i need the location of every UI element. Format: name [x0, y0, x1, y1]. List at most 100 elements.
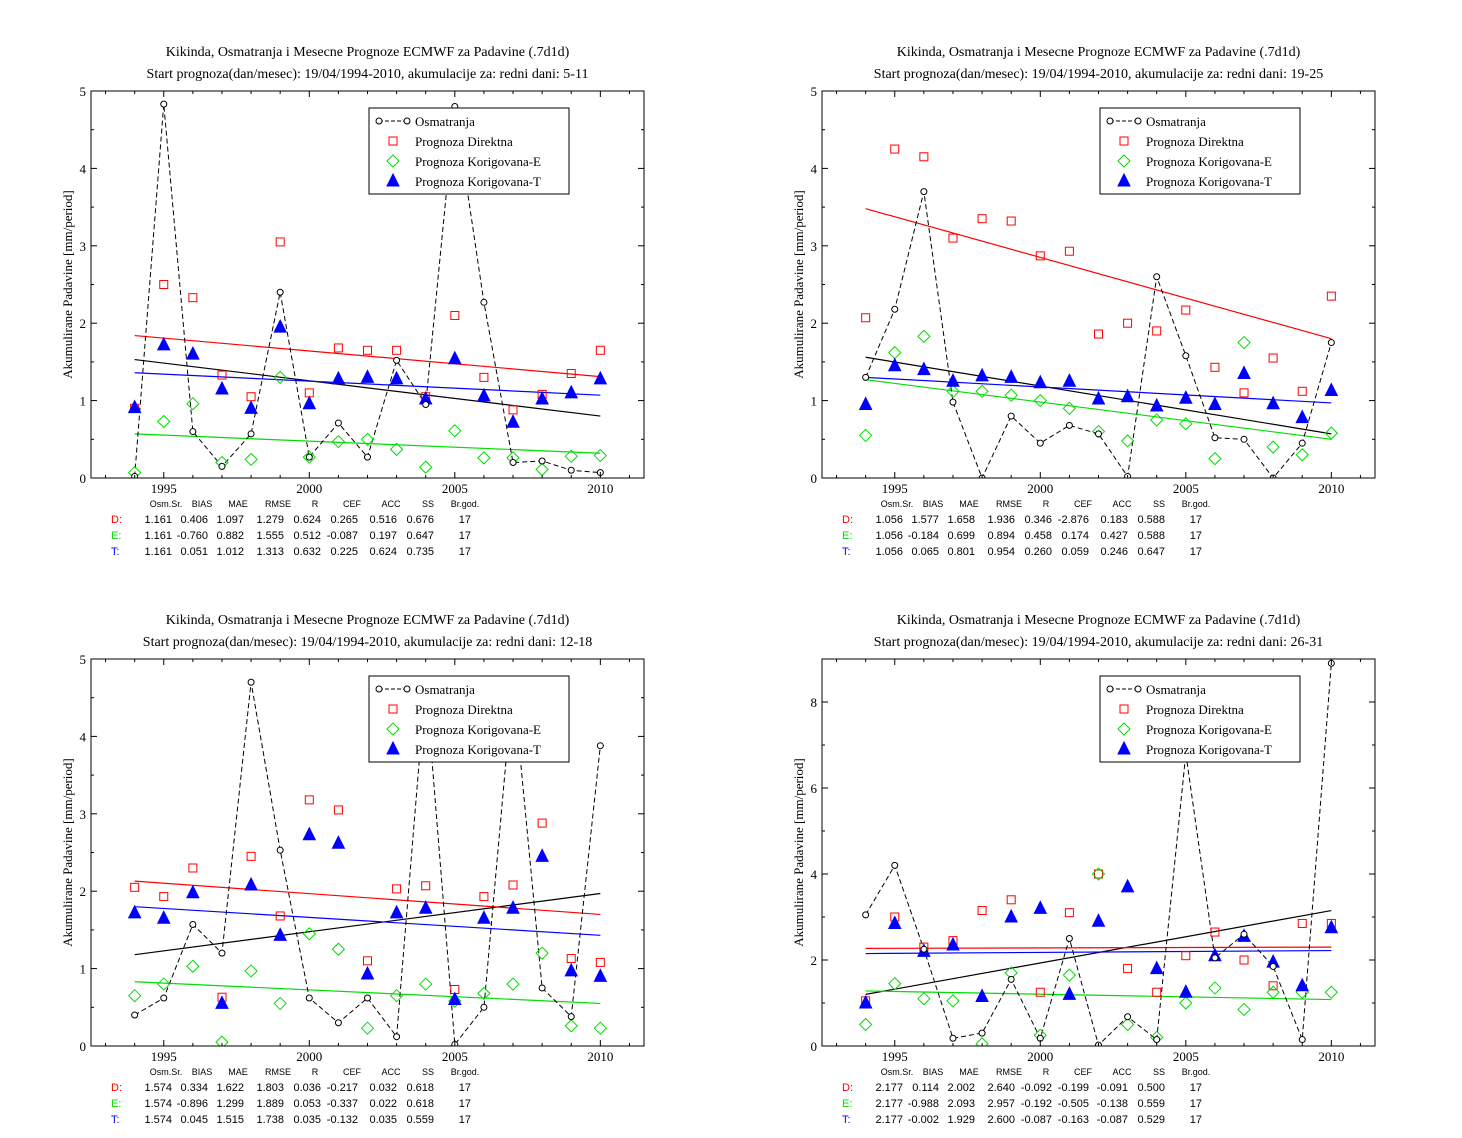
point-3-2000 [1033, 900, 1048, 914]
stats-value-1-0: 1.056 [875, 530, 903, 542]
point-3-1998 [244, 876, 258, 891]
point-2-2002 [360, 432, 375, 447]
legend-marker-1 [388, 704, 398, 714]
y-axis-label: Akumulirane Padavine [mm/period] [60, 758, 75, 946]
point-2-2007 [1237, 335, 1251, 350]
y-tick-label: 5 [80, 84, 87, 99]
point-0-2008 [538, 984, 546, 992]
point-2-2003 [1120, 1017, 1135, 1032]
point-1-2000 [1035, 987, 1045, 997]
point-2-1995 [888, 345, 902, 360]
stats-value-2-7: 0.735 [406, 546, 434, 558]
stats-value-1-4: -0.192 [1021, 1098, 1052, 1110]
stats-value-0-1: 0.114 [912, 1082, 939, 1094]
point-0-2003 [393, 356, 401, 364]
point-3-1999 [273, 927, 287, 941]
legend-label-3: Prognoza Korigovana-T [415, 742, 541, 757]
x-tick-label: 2010 [587, 1049, 613, 1064]
point-3-2004 [418, 900, 433, 914]
stats-row-label-1: E: [842, 530, 852, 542]
stats-value-0-0: 2.177 [875, 1082, 903, 1094]
stats-value-1-0: 1.161 [144, 530, 172, 542]
point-2-2006 [1208, 981, 1222, 995]
point-2-1995 [888, 976, 902, 991]
stats-value-0-8: 17 [459, 1082, 471, 1094]
point-0-1997 [949, 398, 957, 406]
point-2-2010 [593, 1021, 608, 1035]
point-2-1996 [917, 991, 931, 1006]
trend-line-3 [865, 376, 1332, 404]
point-1-2001 [1064, 246, 1074, 256]
point-0-2009 [1298, 1036, 1306, 1044]
plot-area [127, 678, 608, 1046]
point-0-1994 [862, 911, 870, 919]
point-2-2006 [477, 451, 491, 465]
stats-header-4: R [312, 499, 319, 509]
point-0-2001 [334, 1019, 342, 1027]
point-3-2000 [302, 826, 317, 841]
point-0-1999 [276, 288, 284, 296]
chart-title: Kikinda, Osmatranja i Mesecne Prognoze E… [897, 45, 1301, 60]
point-3-1996 [186, 346, 200, 360]
point-2-2000 [302, 927, 316, 941]
trend-line-2 [865, 990, 1332, 1001]
point-3-2006 [477, 910, 491, 924]
point-2-2006 [477, 986, 491, 1001]
point-3-1998 [975, 988, 989, 1003]
stats-value-2-3: 1.313 [256, 546, 284, 558]
point-2-2005 [1179, 996, 1193, 1010]
trend-line-0 [134, 358, 601, 417]
point-2-1995 [157, 977, 171, 991]
stats-value-0-5: -0.217 [327, 1082, 358, 1094]
point-3-2009 [564, 962, 579, 977]
point-2-2001 [331, 942, 346, 956]
point-2-2010 [1324, 426, 1339, 440]
point-3-2004 [1149, 397, 1164, 412]
point-2-2004 [419, 460, 433, 474]
legend-label-1: Prognoza Direktna [415, 134, 513, 149]
point-0-2010 [596, 742, 604, 750]
stats-value-0-3: 1.936 [987, 514, 1015, 526]
y-tick-label: 0 [80, 1039, 87, 1054]
y-tick-label: 2 [811, 953, 818, 968]
x-tick-label: 2005 [442, 1049, 468, 1064]
point-2-2003 [389, 442, 404, 457]
legend-box [368, 107, 570, 195]
trend-line-0 [134, 892, 601, 956]
point-2-2008 [535, 462, 549, 477]
y-tick-label: 6 [811, 781, 818, 796]
stats-value-1-7: 0.618 [406, 1098, 434, 1110]
stats-header-7: SS [1153, 499, 1165, 509]
point-3-2009 [564, 384, 579, 399]
stats-header-4: R [312, 1067, 319, 1077]
stats-value-1-0: 1.574 [144, 1098, 172, 1110]
stats-header-4: R [1043, 499, 1050, 509]
point-3-2010 [1324, 382, 1339, 397]
legend-label-0: Osmatranja [415, 114, 475, 129]
chart-subtitle: Start prognoza(dan/mesec): 19/04/1994-20… [143, 635, 592, 650]
stats-value-2-5: 0.225 [330, 546, 358, 558]
stats-value-2-7: 0.647 [1137, 546, 1165, 558]
point-3-2008 [535, 848, 549, 862]
stats-value-0-7: 0.618 [406, 1082, 434, 1094]
stats-value-1-3: 1.889 [256, 1098, 284, 1110]
chart-panel-3: Kikinda, Osmatranja i Mesecne Prognoze E… [60, 613, 645, 1126]
point-2-2001 [1062, 968, 1077, 982]
stats-value-0-4: 0.036 [293, 1082, 321, 1094]
point-3-2001 [1062, 986, 1077, 1000]
stats-value-2-8: 17 [1190, 1114, 1202, 1126]
stats-value-0-7: 0.588 [1137, 514, 1165, 526]
stats-value-1-2: 1.299 [216, 1098, 244, 1110]
legend-label-2: Prognoza Korigovana-E [415, 722, 541, 737]
stats-value-2-0: 2.177 [875, 1114, 903, 1126]
point-2-2009 [564, 1019, 578, 1033]
trend-line-2 [134, 981, 601, 1005]
chart-panel-1: Kikinda, Osmatranja i Mesecne Prognoze E… [60, 45, 645, 558]
point-1-2006 [1210, 362, 1220, 372]
plot-area [858, 144, 1339, 478]
point-1-2006 [479, 892, 489, 902]
stats-value-2-2: 0.801 [947, 546, 975, 558]
stats-row-label-0: D: [111, 514, 122, 526]
x-tick-label: 2000 [1027, 1049, 1053, 1064]
